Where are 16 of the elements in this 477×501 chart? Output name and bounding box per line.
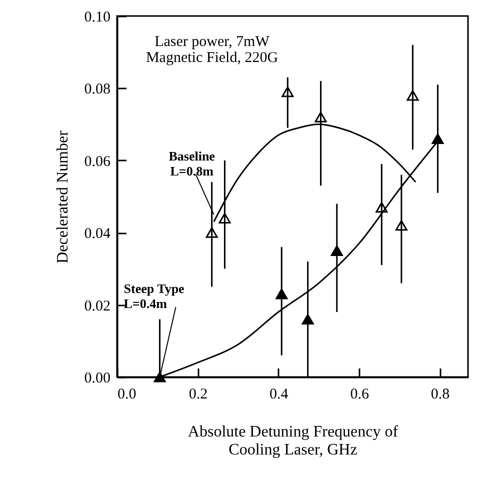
annotation: Baseline L=0.8m — [168, 148, 216, 179]
y-tick-label: 0.00 — [84, 370, 110, 386]
y-tick-label: 0.04 — [84, 226, 111, 242]
x-tick-label: 0.2 — [188, 386, 208, 402]
x-tick-label: 0.6 — [350, 386, 370, 402]
x-tick-label: 0.4 — [270, 386, 289, 402]
y-tick-label: 0.02 — [84, 298, 110, 314]
annotation: Steep Type L=0.4m — [124, 281, 185, 311]
x-tick-label: 0.0 — [118, 386, 136, 402]
y-tick-label: 0.08 — [84, 82, 110, 98]
x-axis-title: Absolute Detuning Frequency of Cooling Laser, GHz — [188, 424, 399, 458]
x-tick-label: 0.8 — [430, 386, 450, 402]
y-tick-label: 0.10 — [84, 10, 110, 26]
y-tick-label: 0.06 — [84, 154, 111, 170]
y-axis-title: Decelerated Number — [54, 130, 72, 264]
annotation: Laser power, 7mW Magnetic Field, 220G — [146, 34, 278, 66]
